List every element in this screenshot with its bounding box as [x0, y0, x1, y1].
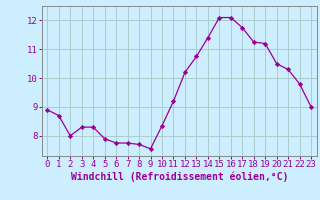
- X-axis label: Windchill (Refroidissement éolien,°C): Windchill (Refroidissement éolien,°C): [70, 172, 288, 182]
